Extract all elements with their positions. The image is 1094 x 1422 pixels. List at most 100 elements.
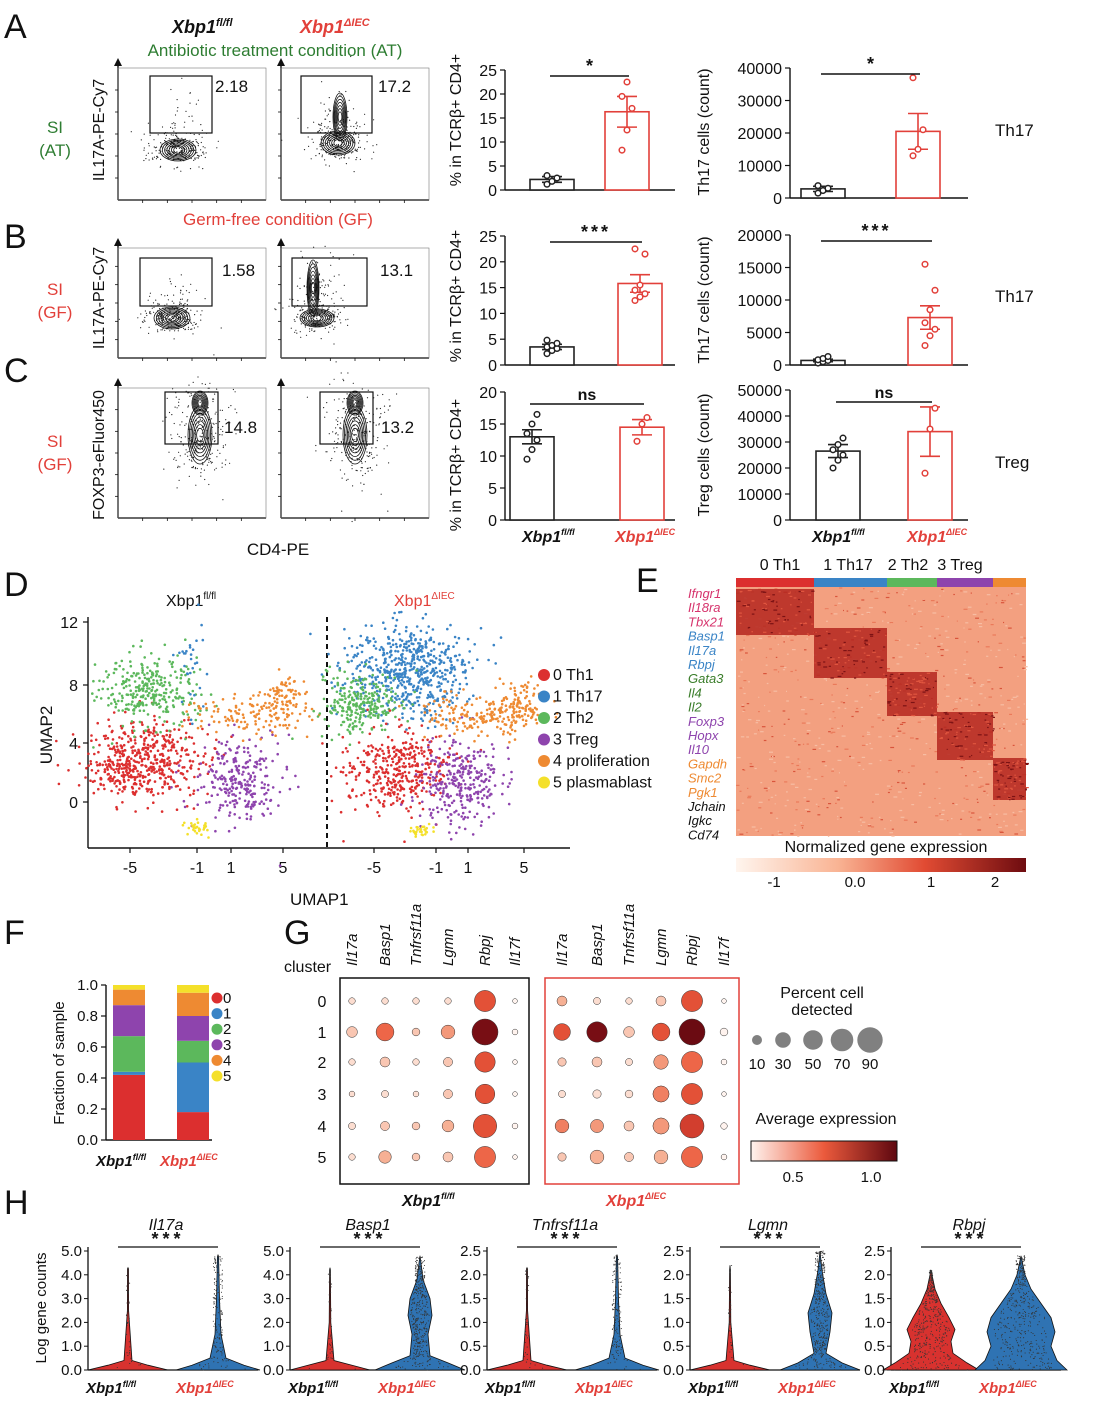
umap-cell bbox=[363, 704, 366, 707]
bar-y-tick-label: 30000 bbox=[738, 94, 783, 111]
umap-cell bbox=[359, 713, 362, 717]
panel-letter-d: D bbox=[4, 566, 29, 604]
umap-cell bbox=[403, 675, 407, 679]
umap-cell bbox=[384, 671, 387, 674]
umap-cell bbox=[447, 777, 450, 781]
umap-cell bbox=[205, 672, 209, 676]
umap-cell bbox=[161, 697, 164, 701]
umap-cell bbox=[321, 675, 325, 678]
umap-cell bbox=[374, 710, 378, 714]
flow-event bbox=[323, 407, 325, 409]
umap-cell bbox=[161, 786, 164, 789]
umap-cell bbox=[455, 694, 458, 697]
umap-cell bbox=[216, 778, 220, 781]
umap-cell bbox=[238, 797, 241, 800]
bar-ylabel-count-a: Th17 cells (count) bbox=[696, 68, 713, 195]
umap-cell bbox=[403, 840, 406, 843]
umap-cell bbox=[191, 689, 195, 693]
flow-contour bbox=[310, 278, 316, 298]
flow-event bbox=[174, 124, 176, 126]
umap-cell bbox=[449, 813, 452, 816]
umap-cell bbox=[446, 669, 449, 672]
umap-cell bbox=[124, 680, 127, 683]
umap-cell bbox=[114, 705, 117, 709]
flow-event bbox=[143, 149, 145, 151]
umap-cell bbox=[224, 780, 227, 783]
umap-cell bbox=[267, 706, 271, 709]
umap-cell bbox=[198, 686, 202, 690]
umap-cell bbox=[461, 770, 465, 774]
flow-event bbox=[304, 326, 306, 328]
umap-cell bbox=[188, 646, 192, 649]
umap-cell bbox=[375, 770, 378, 774]
data-point bbox=[919, 126, 927, 134]
umap-cell bbox=[259, 737, 263, 741]
umap-cell bbox=[381, 696, 385, 700]
umap-cell bbox=[444, 673, 447, 676]
flow-event bbox=[358, 146, 360, 148]
umap-cell bbox=[381, 704, 385, 708]
data-point bbox=[636, 293, 644, 301]
umap-cell bbox=[159, 678, 163, 682]
umap-cell bbox=[477, 801, 480, 804]
umap-cell bbox=[103, 787, 106, 791]
umap-cell bbox=[454, 678, 458, 682]
umap-cell bbox=[308, 715, 311, 718]
flow-event bbox=[198, 421, 200, 423]
umap-cell bbox=[291, 737, 294, 740]
umap-cell bbox=[143, 656, 146, 659]
flow-event bbox=[346, 393, 348, 395]
umap-cell bbox=[205, 801, 208, 804]
flow-contour bbox=[168, 143, 188, 157]
flow-event bbox=[329, 121, 331, 123]
umap-cell bbox=[467, 754, 471, 757]
umap-cell bbox=[220, 788, 223, 792]
umap-cell bbox=[412, 647, 416, 651]
umap-cell bbox=[381, 771, 385, 774]
flow-event bbox=[206, 464, 208, 466]
umap-y-tick-label: 4 bbox=[69, 736, 78, 753]
umap-cell bbox=[356, 665, 360, 668]
umap-cell bbox=[359, 681, 363, 685]
umap-cell bbox=[418, 691, 422, 695]
umap-cell bbox=[432, 640, 436, 644]
umap-cell bbox=[170, 777, 173, 781]
umap-cell bbox=[179, 676, 183, 680]
umap-cell bbox=[446, 751, 450, 754]
umap-cell bbox=[381, 756, 385, 760]
flow-event bbox=[347, 324, 349, 326]
umap-cell bbox=[178, 788, 182, 791]
umap-cell bbox=[165, 763, 168, 767]
flow-event bbox=[210, 453, 212, 455]
umap-cell bbox=[374, 762, 377, 765]
umap-cell bbox=[213, 705, 217, 708]
umap-cell bbox=[439, 798, 442, 801]
significance-label: * bbox=[867, 54, 874, 74]
umap-cell bbox=[138, 702, 141, 706]
umap-cell bbox=[108, 777, 111, 780]
flow-event bbox=[382, 393, 384, 396]
umap-cell bbox=[353, 692, 357, 696]
umap-cell bbox=[466, 700, 469, 703]
flow-event bbox=[200, 124, 202, 126]
umap-cell bbox=[355, 646, 359, 649]
flow-event bbox=[210, 462, 212, 464]
flow-event bbox=[202, 448, 204, 450]
umap-cell bbox=[231, 719, 235, 722]
flow-event bbox=[200, 468, 202, 470]
side-label-th17-b: Th17 bbox=[995, 287, 1034, 306]
umap-cell bbox=[93, 752, 96, 756]
umap-cell bbox=[295, 703, 298, 706]
bar-y-tick-label: 20000 bbox=[738, 228, 783, 245]
umap-cell bbox=[172, 705, 176, 709]
flow-event bbox=[173, 338, 175, 340]
flow-event bbox=[321, 145, 324, 147]
umap-cell bbox=[125, 685, 128, 688]
umap-cell bbox=[112, 768, 115, 771]
flow-event bbox=[178, 451, 180, 453]
umap-cell bbox=[173, 728, 176, 731]
flow-event bbox=[208, 387, 210, 389]
umap-cell bbox=[368, 696, 371, 700]
umap-cell bbox=[120, 737, 124, 740]
flow-event bbox=[343, 398, 345, 400]
